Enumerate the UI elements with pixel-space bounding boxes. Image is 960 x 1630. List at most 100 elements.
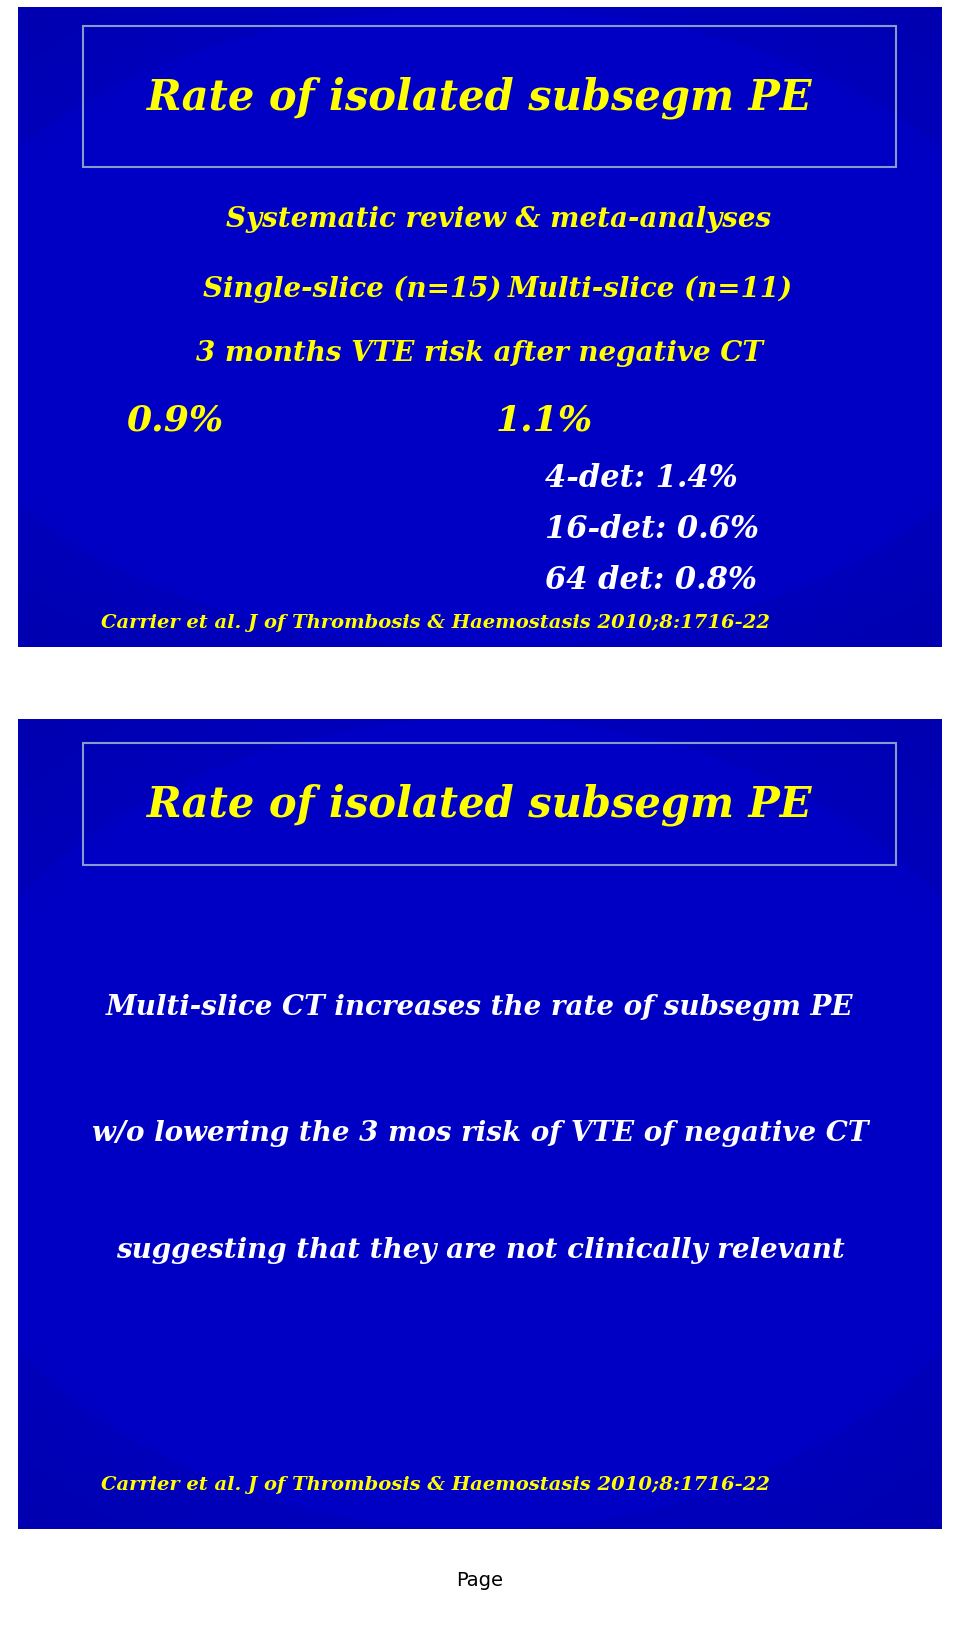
Ellipse shape xyxy=(0,0,960,978)
Ellipse shape xyxy=(0,0,960,812)
Ellipse shape xyxy=(1,742,959,1506)
Ellipse shape xyxy=(0,0,960,764)
Ellipse shape xyxy=(0,0,960,963)
Ellipse shape xyxy=(127,106,833,551)
Ellipse shape xyxy=(0,0,960,773)
Ellipse shape xyxy=(0,0,960,693)
Text: 0.9%: 0.9% xyxy=(127,404,224,437)
Ellipse shape xyxy=(190,893,770,1356)
Ellipse shape xyxy=(0,471,960,1630)
Ellipse shape xyxy=(0,623,960,1627)
Ellipse shape xyxy=(0,0,960,875)
Text: w/o lowering the 3 mos risk of VTE of negative CT: w/o lowering the 3 mos risk of VTE of ne… xyxy=(92,1118,868,1146)
Ellipse shape xyxy=(0,592,960,1630)
Ellipse shape xyxy=(0,652,960,1597)
Ellipse shape xyxy=(114,833,846,1416)
Ellipse shape xyxy=(0,341,960,1630)
Text: 4-det: 1.4%: 4-det: 1.4% xyxy=(544,463,737,494)
Ellipse shape xyxy=(177,137,783,518)
Ellipse shape xyxy=(303,217,657,438)
Ellipse shape xyxy=(0,0,960,789)
Ellipse shape xyxy=(0,372,960,1630)
Ellipse shape xyxy=(139,114,821,543)
Ellipse shape xyxy=(0,662,960,1586)
Ellipse shape xyxy=(291,209,669,447)
Ellipse shape xyxy=(0,0,960,836)
Ellipse shape xyxy=(0,722,960,1526)
Ellipse shape xyxy=(0,0,960,709)
Ellipse shape xyxy=(0,311,960,1630)
Ellipse shape xyxy=(0,0,960,804)
Ellipse shape xyxy=(0,0,960,781)
Ellipse shape xyxy=(392,272,568,383)
Ellipse shape xyxy=(0,0,960,725)
Ellipse shape xyxy=(51,57,909,598)
Ellipse shape xyxy=(215,913,745,1335)
Ellipse shape xyxy=(316,993,644,1255)
Ellipse shape xyxy=(0,0,960,717)
Ellipse shape xyxy=(417,289,543,368)
Ellipse shape xyxy=(429,295,531,360)
Ellipse shape xyxy=(164,129,796,526)
Ellipse shape xyxy=(76,73,884,582)
Text: Carrier et al. J of Thrombosis & Haemostasis 2010;8:1716-22: Carrier et al. J of Thrombosis & Haemost… xyxy=(101,1475,770,1493)
Ellipse shape xyxy=(328,233,632,424)
Ellipse shape xyxy=(0,300,960,1630)
Ellipse shape xyxy=(0,582,960,1630)
Ellipse shape xyxy=(1,26,959,629)
Ellipse shape xyxy=(404,280,556,375)
Ellipse shape xyxy=(63,792,897,1456)
Ellipse shape xyxy=(38,773,922,1477)
Ellipse shape xyxy=(0,461,960,1630)
Ellipse shape xyxy=(0,0,960,662)
Ellipse shape xyxy=(0,18,960,637)
Ellipse shape xyxy=(0,290,960,1630)
Ellipse shape xyxy=(0,732,960,1516)
Ellipse shape xyxy=(0,0,960,883)
Ellipse shape xyxy=(240,934,720,1315)
Ellipse shape xyxy=(0,703,960,1547)
Ellipse shape xyxy=(0,391,960,1630)
Text: 16-det: 0.6%: 16-det: 0.6% xyxy=(544,513,758,544)
Ellipse shape xyxy=(0,401,960,1630)
Ellipse shape xyxy=(190,145,770,510)
Ellipse shape xyxy=(102,823,858,1426)
Ellipse shape xyxy=(0,0,960,900)
Ellipse shape xyxy=(392,1053,568,1195)
Ellipse shape xyxy=(252,944,708,1306)
Ellipse shape xyxy=(0,350,960,1630)
Ellipse shape xyxy=(0,360,960,1630)
Text: Page: Page xyxy=(457,1570,503,1589)
Ellipse shape xyxy=(0,642,960,1607)
Ellipse shape xyxy=(0,8,960,647)
Ellipse shape xyxy=(228,170,732,487)
Ellipse shape xyxy=(0,0,960,852)
Ellipse shape xyxy=(38,51,922,606)
Ellipse shape xyxy=(0,0,960,971)
Ellipse shape xyxy=(353,1024,607,1226)
Ellipse shape xyxy=(0,442,960,1630)
Ellipse shape xyxy=(26,763,934,1487)
Ellipse shape xyxy=(277,963,683,1286)
Ellipse shape xyxy=(152,121,808,535)
Text: Systematic review & meta-analyses: Systematic review & meta-analyses xyxy=(226,205,771,233)
Ellipse shape xyxy=(0,0,960,820)
Ellipse shape xyxy=(0,0,960,828)
Text: 64 det: 0.8%: 64 det: 0.8% xyxy=(544,566,756,597)
Ellipse shape xyxy=(0,0,960,670)
Ellipse shape xyxy=(0,0,960,939)
Ellipse shape xyxy=(417,1074,543,1175)
Ellipse shape xyxy=(366,256,594,399)
Ellipse shape xyxy=(0,0,960,914)
Ellipse shape xyxy=(252,184,708,471)
Ellipse shape xyxy=(63,65,897,590)
Ellipse shape xyxy=(0,0,960,859)
Ellipse shape xyxy=(114,98,846,557)
Ellipse shape xyxy=(0,0,960,931)
Ellipse shape xyxy=(0,693,960,1557)
Ellipse shape xyxy=(88,82,872,574)
Ellipse shape xyxy=(0,0,960,740)
Ellipse shape xyxy=(0,719,960,1529)
Ellipse shape xyxy=(240,176,720,479)
Ellipse shape xyxy=(0,502,960,1630)
